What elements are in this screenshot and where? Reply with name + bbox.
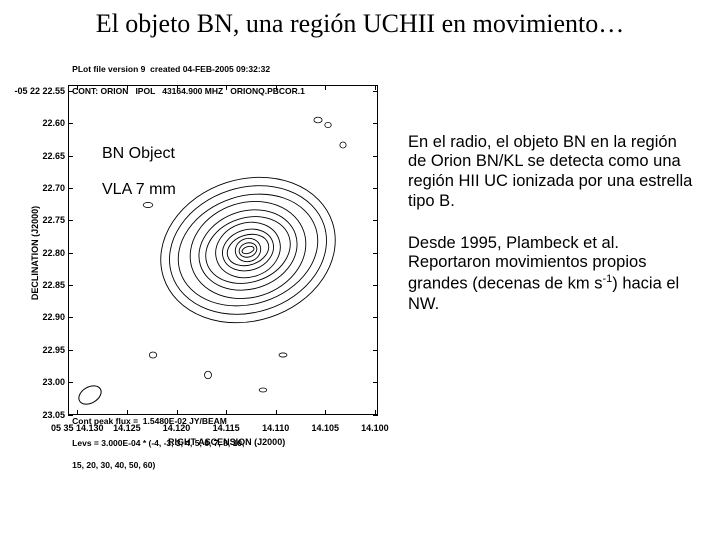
ytick-label: 22.70 bbox=[30, 183, 65, 193]
plot-footer-line2: Levs = 3.000E-04 * (-4, -3, 3, 4, 5, 6, … bbox=[72, 438, 244, 448]
ytick-label: 22.95 bbox=[30, 345, 65, 355]
contour-plot bbox=[68, 85, 378, 415]
ytick-label: 22.75 bbox=[30, 215, 65, 225]
xtick-label: 05 35 14.130 bbox=[51, 423, 104, 433]
paragraph-1: En el radio, el objeto BN en la región d… bbox=[408, 133, 698, 212]
ytick-label: 22.90 bbox=[30, 312, 65, 322]
ytick-label: -05 22 22.55 bbox=[0, 86, 65, 96]
xtick-label: 14.100 bbox=[361, 423, 389, 433]
annotation-vla-7mm: VLA 7 mm bbox=[102, 181, 176, 199]
paragraph-2: Desde 1995, Plambeck et al. Reportaron m… bbox=[408, 234, 698, 315]
annotation-bn-object: BN Object bbox=[102, 145, 175, 163]
xtick-label: 14.115 bbox=[213, 423, 240, 433]
xtick-label: 14.125 bbox=[113, 423, 141, 433]
para2-sup: -1 bbox=[602, 273, 612, 285]
ytick-label: 22.85 bbox=[30, 280, 65, 290]
xtick-label: 14.110 bbox=[262, 423, 289, 433]
plot-area: PLot file version 9 created 04-FEB-2005 … bbox=[8, 53, 398, 483]
ytick-label: 22.60 bbox=[30, 118, 65, 128]
slide-title: El objeto BN, una región UCHII en movimi… bbox=[0, 0, 720, 53]
xtick-label: 14.105 bbox=[312, 423, 340, 433]
plot-footer-line3: 15, 20, 30, 40, 50, 60) bbox=[72, 460, 155, 470]
text-column: En el radio, el objeto BN en la región d… bbox=[398, 53, 708, 483]
xtick-label: 14.120 bbox=[163, 423, 191, 433]
plot-header-line1: PLot file version 9 created 04-FEB-2005 … bbox=[72, 64, 270, 74]
ytick-label: 23.00 bbox=[30, 377, 65, 387]
ytick-label: 22.65 bbox=[30, 151, 65, 161]
ytick-label: 23.05 bbox=[30, 410, 65, 420]
content-row: PLot file version 9 created 04-FEB-2005 … bbox=[0, 53, 720, 483]
ytick-label: 22.80 bbox=[30, 248, 65, 258]
plot-footer: Cont peak flux = 1.5480E-02 JY/BEAM Levs… bbox=[58, 405, 244, 482]
